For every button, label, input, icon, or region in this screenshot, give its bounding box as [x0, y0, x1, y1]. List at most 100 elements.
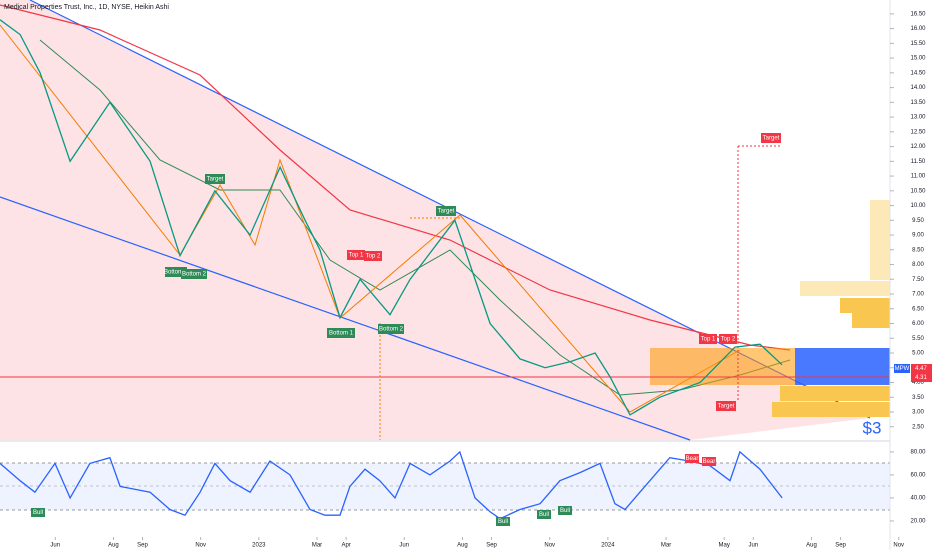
profile-box: [650, 348, 795, 385]
y-tick-label: 80.00: [910, 449, 926, 455]
annotation: Target: [207, 177, 224, 183]
annotation: Bull: [560, 508, 570, 514]
y-tick-label: 10.00: [910, 203, 926, 209]
y-tick-label: 6.50: [912, 306, 924, 312]
y-tick-label: 9.50: [912, 218, 924, 224]
y-tick-label: 5.00: [912, 351, 924, 357]
y-tick-label: 5.50: [912, 336, 924, 342]
x-tick-label: Sep: [835, 543, 846, 549]
channel-fill: [0, 0, 870, 440]
y-tick-label: 11.50: [911, 159, 926, 165]
profile-bar: [800, 281, 890, 296]
y-tick-label: 14.00: [910, 85, 926, 91]
tag-bg: [761, 133, 781, 143]
tag-bg: [716, 401, 736, 411]
annotation: Bottom 1: [164, 270, 189, 276]
y-tick-label: 10.50: [910, 188, 926, 194]
profile-bar: [772, 402, 890, 417]
tag-bg: [165, 267, 187, 277]
annotation: Bottom 2: [182, 272, 207, 278]
tag-bg: [719, 334, 737, 344]
tag-bg: [702, 457, 716, 466]
y-tick-label: 13.00: [910, 115, 926, 121]
tag-bg: [364, 251, 382, 261]
moving-average-long: [0, 4, 791, 351]
annotation: Bear: [703, 459, 716, 465]
annotation: MPW: [895, 366, 910, 372]
y-tick-label: 7.00: [912, 292, 924, 298]
profile-bar: [840, 298, 890, 313]
annotation: Bottom 2: [379, 327, 404, 333]
annotation: 4.31: [915, 375, 927, 381]
tag-bg: [327, 328, 355, 338]
tag-bg: [699, 334, 717, 344]
y-tick-label: 15.50: [910, 41, 926, 47]
channel-lower: [0, 196, 691, 441]
x-tick-label: Jun: [50, 543, 60, 549]
x-tick-label: 2023: [252, 543, 266, 549]
annotation: Top 1: [701, 337, 716, 343]
x-tick-label: Sep: [137, 543, 148, 549]
y-tick-label: 60.00: [910, 473, 926, 479]
tag-bg: [894, 364, 910, 373]
tag-bg: [911, 373, 932, 382]
y-tick-label: 20.00: [910, 519, 926, 525]
y-tick-label: 8.50: [912, 247, 924, 253]
x-tick-label: Nov: [544, 543, 555, 549]
tag-bg: [436, 206, 456, 216]
x-tick-label: Nov: [195, 543, 206, 549]
y-tick-label: 16.00: [910, 26, 926, 32]
y-tick-label: 40.00: [910, 496, 926, 502]
tag-bg: [685, 454, 699, 463]
y-tick-label: 2.50: [912, 424, 924, 430]
x-tick-label: Mar: [312, 543, 322, 549]
series-line: [0, 19, 783, 416]
x-tick-label: Jun: [399, 543, 409, 549]
series-line: [0, 450, 783, 520]
y-tick-label: 14.50: [910, 70, 926, 76]
annotation: Bull: [539, 512, 549, 518]
x-tick-label: Sep: [486, 543, 497, 549]
annotation: Top 1: [349, 253, 364, 259]
profile-bar: [870, 200, 890, 280]
y-tick-label: 6.00: [912, 321, 924, 327]
profile-bar: [852, 313, 890, 328]
tag-bg: [496, 517, 510, 526]
tag-bg: [558, 506, 572, 515]
x-tick-label: 2024: [601, 543, 615, 549]
x-tick-label: Aug: [806, 543, 817, 549]
y-tick-label: 8.00: [912, 262, 924, 268]
tag-bg: [347, 250, 365, 260]
y-tick-label: 3.00: [912, 410, 924, 416]
x-tick-label: Jun: [748, 543, 758, 549]
annotation: Bull: [498, 519, 508, 525]
x-tick-label: May: [719, 543, 730, 549]
x-tick-label: Aug: [457, 543, 468, 549]
volume-profile: [650, 200, 890, 417]
y-tick-label: 3.50: [912, 395, 924, 401]
chart-title: Medical Properties Trust, Inc., 1D, NYSE…: [4, 4, 169, 11]
moving-average-short: [39, 39, 791, 396]
y-tick-label: 15.00: [910, 56, 926, 62]
annotation: Bear: [686, 456, 699, 462]
x-tick-label: Apr: [341, 543, 350, 549]
annotation: Target: [763, 136, 780, 142]
y-tick-label: 13.50: [910, 100, 926, 106]
annotation: Bull: [33, 510, 43, 516]
y-tick-label: 12.50: [910, 129, 926, 135]
y-tick-label: 4.00: [912, 380, 924, 386]
annotation: $3: [863, 418, 882, 437]
tag-bg: [181, 269, 207, 279]
x-tick-label: Mar: [661, 543, 671, 549]
y-tick-label: 16.50: [910, 11, 926, 17]
annotation: 4.47: [915, 366, 927, 372]
annotation: Top 2: [366, 254, 381, 260]
annotation: Top 2: [721, 337, 736, 343]
profile-box: [795, 348, 890, 385]
y-tick-label: 11.00: [911, 174, 926, 180]
annotation: Target: [718, 404, 735, 410]
x-tick-label: Aug: [108, 543, 119, 549]
